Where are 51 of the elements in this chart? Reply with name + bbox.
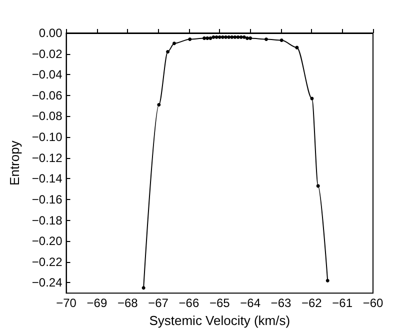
point [202,36,206,40]
x-tick-label: −61 [332,296,353,310]
y-tick-label: −0.14 [32,172,63,186]
point [316,184,320,188]
x-tick-label: −69 [86,296,108,310]
point [188,37,192,41]
point [236,35,240,39]
x-tick-label: −62 [301,296,322,310]
y-tick-label: −0.20 [32,234,63,248]
y-tick-label: −0.18 [32,213,63,228]
y-tick-label: −0.04 [32,68,63,82]
x-tick-label: −65 [209,296,230,310]
point [212,35,216,39]
point [224,35,228,39]
point [239,35,243,39]
x-tick-label: −63 [270,296,292,310]
point [206,36,210,40]
y-axis-title: Entropy [7,140,22,186]
point [242,35,246,39]
point [264,37,268,41]
y-tick-label: 0.00 [38,26,63,40]
y-tick-label: −0.24 [32,276,63,290]
y-tick-label: −0.12 [32,150,63,165]
point [248,36,252,40]
point [218,35,222,39]
x-tick-label: −64 [240,296,261,310]
point [227,35,231,39]
y-tick-label: −0.16 [32,192,63,206]
point [326,278,330,282]
point [295,46,299,50]
point [220,35,224,39]
x-tick-label: −66 [178,296,200,310]
point [142,286,146,290]
x-tick-label: −60 [362,296,384,310]
x-tick-label: −70 [56,296,77,310]
x-tick-label: −67 [148,296,169,310]
point [230,35,234,39]
point [166,50,170,54]
point [157,103,161,107]
x-axis-title: Systemic Velocity (km/s) [149,313,290,328]
y-tick-label: −0.22 [32,254,63,269]
point [233,35,237,39]
point [214,35,218,39]
point [208,36,212,40]
y-tick-label: −0.10 [32,130,63,144]
point [172,42,176,46]
y-tick-label: −0.08 [32,109,63,124]
x-tick-label: −68 [117,296,138,310]
point [280,38,284,42]
y-tick-label: −0.02 [32,46,63,61]
y-tick-label: −0.06 [32,88,63,102]
